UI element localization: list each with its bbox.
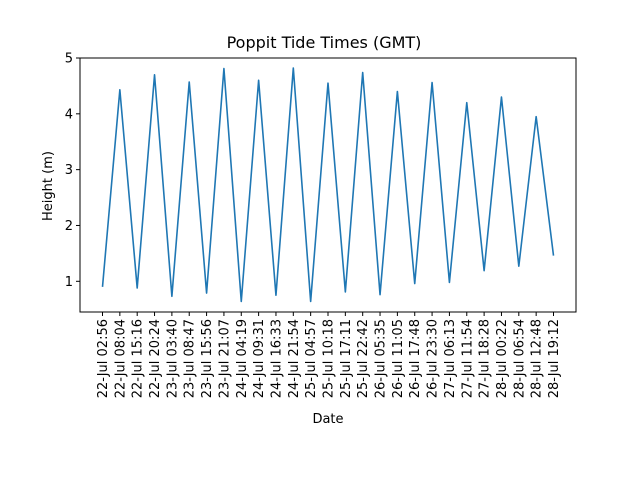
- x-tick-label: 24-Jul 21:54: [287, 319, 302, 398]
- x-tick-label: 25-Jul 10:18: [322, 319, 337, 398]
- x-axis: 22-Jul 02:56 22-Jul 08:04 22-Jul 15:16 22-J…: [96, 312, 562, 398]
- x-tick-label: 27-Jul 18:28: [478, 319, 493, 398]
- y-tick-label: 4: [65, 107, 73, 122]
- x-tick-label: 22-Jul 02:56: [96, 319, 111, 398]
- x-tick-label: 24-Jul 16:33: [269, 319, 284, 398]
- x-tick-label: 26-Jul 11:05: [391, 319, 406, 398]
- x-tick-label: 23-Jul 08:47: [183, 319, 198, 398]
- x-tick-label: 26-Jul 23:30: [426, 319, 441, 398]
- chart-title: Poppit Tide Times (GMT): [227, 33, 422, 52]
- x-tick-label: 27-Jul 06:13: [443, 319, 458, 398]
- x-tick-label: 28-Jul 00:22: [495, 319, 510, 398]
- x-tick-label: 24-Jul 04:19: [235, 319, 250, 398]
- tide-height-line: [101, 67, 555, 303]
- x-tick-label: 23-Jul 15:56: [200, 319, 215, 398]
- x-tick-label: 22-Jul 08:04: [113, 319, 128, 398]
- y-tick-label: 5: [65, 52, 73, 67]
- x-tick-label: 27-Jul 11:54: [460, 319, 475, 398]
- y-axis-label: Height (m): [41, 151, 56, 221]
- y-tick-label: 2: [65, 219, 73, 234]
- x-tick-label: 28-Jul 12:48: [530, 319, 545, 398]
- y-tick-label: 3: [65, 163, 73, 178]
- x-tick-label: 22-Jul 20:24: [148, 319, 163, 398]
- x-tick-label: 28-Jul 19:12: [547, 319, 562, 398]
- y-tick-label: 1: [65, 275, 73, 290]
- x-tick-label: 26-Jul 17:48: [408, 319, 423, 398]
- x-tick-label: 25-Jul 17:11: [339, 319, 354, 398]
- x-tick-label: 25-Jul 04:57: [304, 319, 319, 398]
- x-tick-label: 28-Jul 06:54: [512, 319, 527, 398]
- x-axis-label: Date: [312, 412, 343, 427]
- x-tick-label: 22-Jul 15:16: [131, 319, 146, 398]
- x-tick-label: 23-Jul 03:40: [165, 319, 180, 398]
- x-tick-label: 23-Jul 21:07: [217, 319, 232, 398]
- x-tick-label: 25-Jul 22:42: [356, 319, 371, 398]
- y-axis: 1 2 3 4 5: [65, 52, 80, 290]
- x-tick-label: 24-Jul 09:31: [252, 319, 267, 398]
- x-tick-label: 26-Jul 05:35: [374, 319, 389, 398]
